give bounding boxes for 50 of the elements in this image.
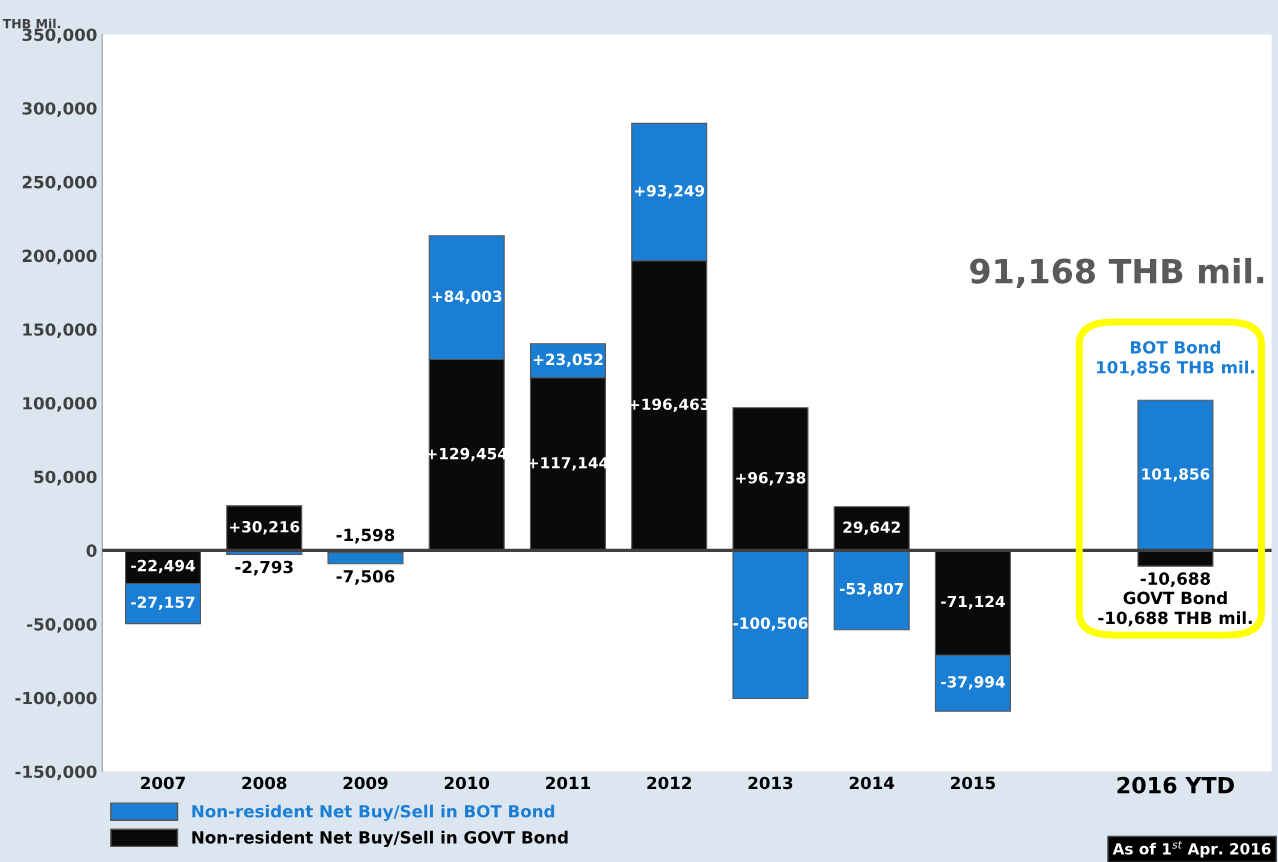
y-tick-label: 0 bbox=[86, 544, 97, 557]
x-tick-label: 2009 bbox=[343, 776, 388, 790]
y-tick-label: -150,000 bbox=[15, 765, 97, 781]
x-tick-label: 2007 bbox=[141, 776, 185, 790]
y-tick-label: -100,000 bbox=[15, 691, 97, 707]
data-label: +93,249 bbox=[634, 184, 705, 199]
x-tick-label: 2016 YTD bbox=[1117, 776, 1234, 794]
annotation: GOVT Bond -10,688 THB mil. bbox=[1098, 591, 1252, 627]
data-label: -100,506 bbox=[733, 617, 808, 631]
legend-label: Non-resident Net Buy/Sell in BOT Bond bbox=[192, 804, 555, 821]
data-label: -1,598 bbox=[336, 528, 395, 544]
data-label: -71,124 bbox=[941, 595, 1005, 610]
x-tick-label: 2008 bbox=[242, 776, 287, 790]
y-axis-title: THB Mil. bbox=[2, 18, 61, 29]
x-tick-label: 2014 bbox=[849, 776, 895, 790]
data-label: 101,856 bbox=[1142, 468, 1210, 482]
y-tick-label: 150,000 bbox=[23, 323, 97, 338]
y-tick-label: 350,000 bbox=[22, 28, 97, 44]
bar bbox=[732, 407, 809, 551]
legend-label: Non-resident Net Buy/Sell in GOVT Bond bbox=[192, 830, 568, 847]
y-tick-label: 250,000 bbox=[22, 175, 97, 191]
data-label: -22,494 bbox=[131, 559, 195, 574]
data-label: -27,157 bbox=[131, 596, 195, 610]
bar bbox=[732, 549, 809, 700]
y-tick-label: -50,000 bbox=[27, 618, 97, 633]
annotation: 91,168 THB mil. bbox=[970, 257, 1264, 288]
data-label: -53,807 bbox=[839, 582, 904, 597]
data-label: +96,738 bbox=[736, 471, 806, 486]
x-tick-label: 2011 bbox=[546, 776, 591, 790]
bar bbox=[327, 552, 404, 565]
data-label: +23,052 bbox=[533, 353, 603, 368]
x-tick-label: 2015 bbox=[951, 776, 995, 790]
x-tick-label: 2012 bbox=[647, 776, 691, 790]
y-tick-label: 100,000 bbox=[23, 396, 97, 412]
y-tick-label: 50,000 bbox=[34, 470, 97, 486]
annotation: BOT Bond 101,856 THB mil. bbox=[1096, 340, 1255, 376]
x-tick-label: 2013 bbox=[748, 776, 793, 790]
data-label: -10,688 bbox=[1140, 572, 1211, 588]
data-label: -37,994 bbox=[941, 676, 1005, 690]
data-label: +84,003 bbox=[432, 290, 502, 305]
data-label: -7,506 bbox=[336, 570, 395, 585]
data-label: +30,216 bbox=[229, 520, 300, 535]
data-label: -2,793 bbox=[235, 560, 293, 576]
text: As of 1$^{st}$ Apr. 2016 bbox=[1112, 841, 1271, 858]
data-label: 29,642 bbox=[843, 521, 900, 535]
x-tick-label: 2010 bbox=[444, 776, 490, 790]
bar bbox=[833, 549, 910, 631]
bar bbox=[1137, 399, 1214, 551]
y-tick-label: 200,000 bbox=[22, 249, 97, 265]
y-tick-label: 300,000 bbox=[22, 102, 97, 117]
